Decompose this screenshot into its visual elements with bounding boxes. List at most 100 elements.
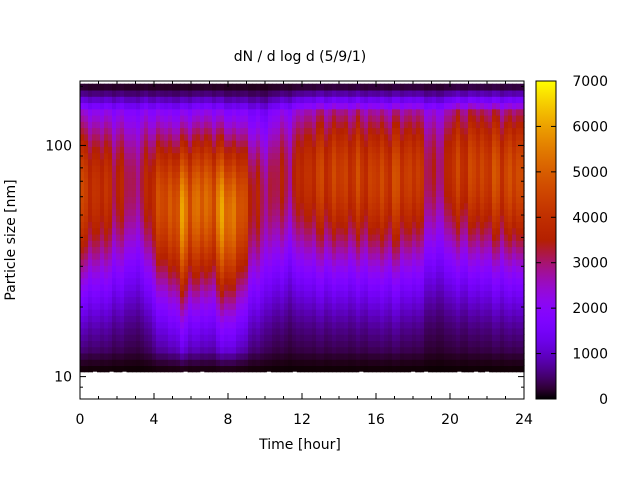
heatmap-cell [104,227,109,235]
heatmap-cell [332,290,337,298]
heatmap-cell [444,183,449,191]
heatmap-cell [128,359,133,367]
heatmap-cell [148,302,153,310]
heatmap-cell [312,277,317,285]
heatmap-cell [212,227,217,235]
heatmap-cell [308,340,313,348]
heatmap-cell [284,146,289,154]
heatmap-cell [500,321,505,329]
heatmap-cell [264,252,269,260]
heatmap-cell [320,227,325,235]
heatmap-cell [400,252,405,260]
heatmap-cell [280,171,285,179]
heatmap-cell [348,309,353,316]
heatmap-cell [388,190,393,197]
heatmap-cell [400,133,405,141]
heatmap-cell [256,102,261,110]
heatmap-cell [468,359,473,367]
heatmap-cell [492,158,497,166]
heatmap-cell [472,309,477,316]
heatmap-cell [352,196,357,204]
heatmap-cell [220,233,225,241]
heatmap-cell [100,152,105,160]
heatmap-cell [176,133,181,141]
heatmap-cell [376,133,381,141]
heatmap-cell [268,309,273,316]
heatmap-cell [512,315,517,323]
heatmap-cell [388,208,393,216]
heatmap-cell [340,252,345,260]
heatmap-cell [120,296,125,304]
heatmap-cell [276,359,281,367]
heatmap-cell [108,296,113,304]
heatmap-cell [512,352,517,360]
heatmap-cell [112,215,117,223]
heatmap-cell [468,277,473,285]
heatmap-cell [424,127,429,135]
heatmap-cell [396,121,401,129]
heatmap-cell [404,259,409,266]
heatmap-cell [184,196,189,204]
heatmap-cell [448,171,453,179]
heatmap-cell [448,96,453,104]
heatmap-cell [328,127,333,135]
heatmap-cell [496,284,501,291]
heatmap-cell [164,334,169,341]
heatmap-cell [116,127,121,135]
heatmap-cell [236,302,241,310]
heatmap-cell [432,202,437,210]
heatmap-cell [280,365,285,373]
heatmap-cell [116,146,121,154]
heatmap-cell [424,221,429,229]
heatmap-cell [376,359,381,367]
heatmap-cell [120,183,125,191]
heatmap-cell [336,252,341,260]
heatmap-cell [508,265,513,273]
heatmap-cell [84,215,89,223]
heatmap-cell [108,309,113,316]
heatmap-cell [172,315,177,323]
heatmap-cell [144,190,149,197]
heatmap-cell [472,96,477,104]
heatmap-cell [276,321,281,329]
heatmap-cell [160,202,165,210]
heatmap-cell [132,277,137,285]
heatmap-cell [472,233,477,241]
heatmap-cell [380,177,385,185]
heatmap-cell [276,327,281,335]
heatmap-cell [424,183,429,191]
heatmap-cell [492,309,497,316]
heatmap-cell [328,352,333,360]
heatmap-cell [80,359,85,367]
heatmap-cell [388,127,393,135]
heatmap-cell [420,334,425,341]
heatmap-cell [476,290,481,298]
heatmap-cell [360,152,365,160]
heatmap-cell [380,271,385,279]
heatmap-cell [136,259,141,266]
heatmap-cell [212,246,217,254]
heatmap-cell [336,259,341,266]
heatmap-cell [108,259,113,266]
heatmap-cell [232,114,237,122]
heatmap-cell [504,271,509,279]
heatmap-cell [480,302,485,310]
heatmap-cell [408,321,413,329]
heatmap-cell [84,102,89,110]
heatmap-cell [160,290,165,298]
heatmap-cell [148,146,153,154]
heatmap-cell [264,202,269,210]
heatmap-cell [156,271,161,279]
heatmap-cell [160,233,165,241]
heatmap-cell [140,96,145,104]
heatmap-cell [472,365,477,373]
heatmap-cell [308,327,313,335]
heatmap-cell [104,321,109,329]
heatmap-cell [108,327,113,335]
heatmap-cell [160,246,165,254]
heatmap-cell [172,190,177,197]
heatmap-cell [296,127,301,135]
heatmap-cell [412,196,417,204]
heatmap-cell [508,83,513,91]
